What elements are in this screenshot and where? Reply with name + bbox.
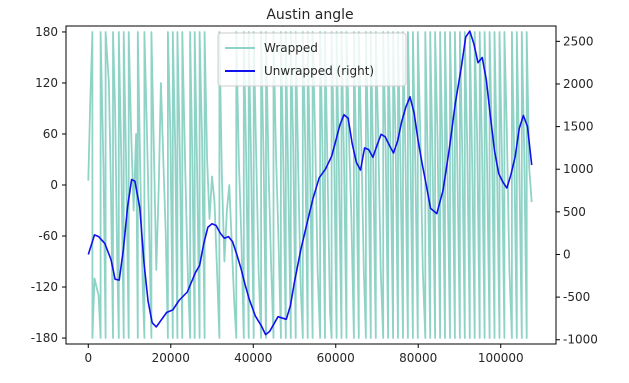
legend-box bbox=[217, 32, 407, 87]
legend-label-unwrapped: Unwrapped (right) bbox=[264, 64, 374, 78]
legend: Wrapped Unwrapped (right) bbox=[217, 32, 407, 87]
y-right-tick-label: -500 bbox=[563, 290, 590, 304]
y-right-tick-label: 1500 bbox=[563, 120, 594, 134]
legend-label-wrapped: Wrapped bbox=[264, 41, 318, 55]
y-right-axis-ticks: 2500 2000 1500 1000 500 0 -500 -1000 bbox=[556, 34, 598, 347]
y-left-axis-ticks: 180 120 60 0 -60 -120 -180 bbox=[31, 25, 66, 345]
y-right-tick-label: 0 bbox=[563, 247, 571, 261]
y-left-tick-label: -120 bbox=[31, 280, 58, 294]
y-left-tick-label: 180 bbox=[35, 25, 58, 39]
y-left-tick-label: 60 bbox=[43, 127, 58, 141]
x-tick-label: 20000 bbox=[152, 351, 190, 365]
y-right-tick-label: 2500 bbox=[563, 34, 594, 48]
x-tick-label: 60000 bbox=[317, 351, 355, 365]
chart-title: Austin angle bbox=[266, 7, 353, 23]
x-axis-ticks: 0 20000 40000 60000 80000 100000 bbox=[84, 344, 524, 365]
y-left-tick-label: -180 bbox=[31, 331, 58, 345]
y-right-tick-label: -1000 bbox=[563, 333, 598, 347]
y-right-tick-label: 500 bbox=[563, 205, 586, 219]
series-layer bbox=[87, 30, 533, 339]
x-tick-label: 40000 bbox=[234, 351, 272, 365]
series-line-unwrapped bbox=[87, 30, 533, 336]
y-right-tick-label: 2000 bbox=[563, 77, 594, 91]
x-tick-label: 80000 bbox=[399, 351, 437, 365]
y-left-tick-label: 120 bbox=[35, 76, 58, 90]
y-right-tick-label: 1000 bbox=[563, 162, 594, 176]
y-left-tick-label: 0 bbox=[50, 178, 58, 192]
series-line-wrapped bbox=[87, 31, 533, 339]
x-tick-label: 0 bbox=[84, 351, 92, 365]
plot-frame bbox=[65, 25, 557, 345]
x-tick-label: 100000 bbox=[478, 351, 524, 365]
y-left-tick-label: -60 bbox=[38, 229, 58, 243]
